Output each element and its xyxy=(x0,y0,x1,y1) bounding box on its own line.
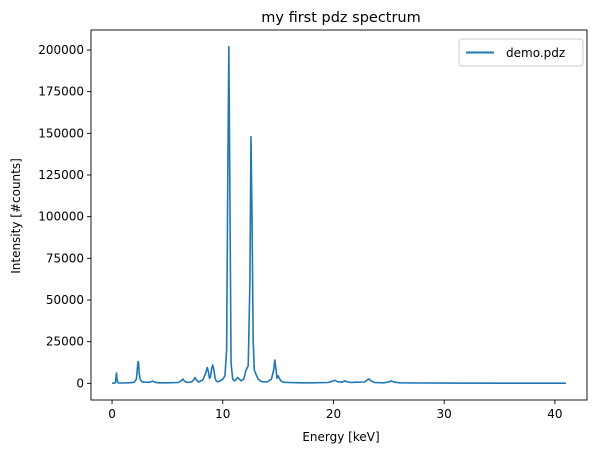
y-tick-label: 25000 xyxy=(46,335,84,349)
y-tick-label: 50000 xyxy=(46,293,84,307)
y-tick-label: 100000 xyxy=(38,210,84,224)
series-line-0 xyxy=(111,45,566,385)
plot-area xyxy=(90,29,588,401)
y-tick-label: 200000 xyxy=(38,43,84,57)
y-tick-label: 0 xyxy=(76,376,84,390)
x-tick-label: 10 xyxy=(215,407,230,421)
y-tick-label: 150000 xyxy=(38,126,84,140)
legend-box xyxy=(458,38,584,67)
y-axis-label: Intensity [#counts] xyxy=(9,158,23,274)
legend-label: demo.pdz xyxy=(506,46,565,60)
y-tick-label: 125000 xyxy=(38,168,84,182)
x-axis: 0 10 20 30 40 xyxy=(108,400,563,421)
x-tick-label: 20 xyxy=(326,407,341,421)
x-tick-label: 0 xyxy=(108,407,116,421)
y-tick-label: 175000 xyxy=(38,85,84,99)
x-tick-label: 40 xyxy=(547,407,562,421)
axes-frame xyxy=(90,29,588,401)
legend: demo.pdz xyxy=(458,38,584,67)
y-tick-label: 75000 xyxy=(46,251,84,265)
chart-title: my first pdz spectrum xyxy=(261,10,421,26)
x-axis-label: Energy [keV] xyxy=(302,430,379,444)
x-tick-label: 30 xyxy=(437,407,452,421)
y-axis: 0 25000 50000 75000 100000 125000 150000 175000… xyxy=(38,43,91,390)
